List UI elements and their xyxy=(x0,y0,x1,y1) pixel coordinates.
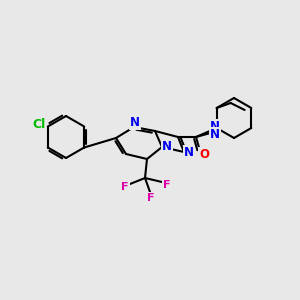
Text: O: O xyxy=(199,148,209,160)
Text: N: N xyxy=(210,128,220,140)
Text: Cl: Cl xyxy=(32,118,45,131)
Text: F: F xyxy=(147,193,155,203)
Text: N: N xyxy=(162,140,172,152)
Text: F: F xyxy=(121,182,129,192)
Text: N: N xyxy=(184,146,194,158)
Text: F: F xyxy=(163,180,171,190)
Text: N: N xyxy=(210,119,220,133)
Text: N: N xyxy=(130,116,140,130)
